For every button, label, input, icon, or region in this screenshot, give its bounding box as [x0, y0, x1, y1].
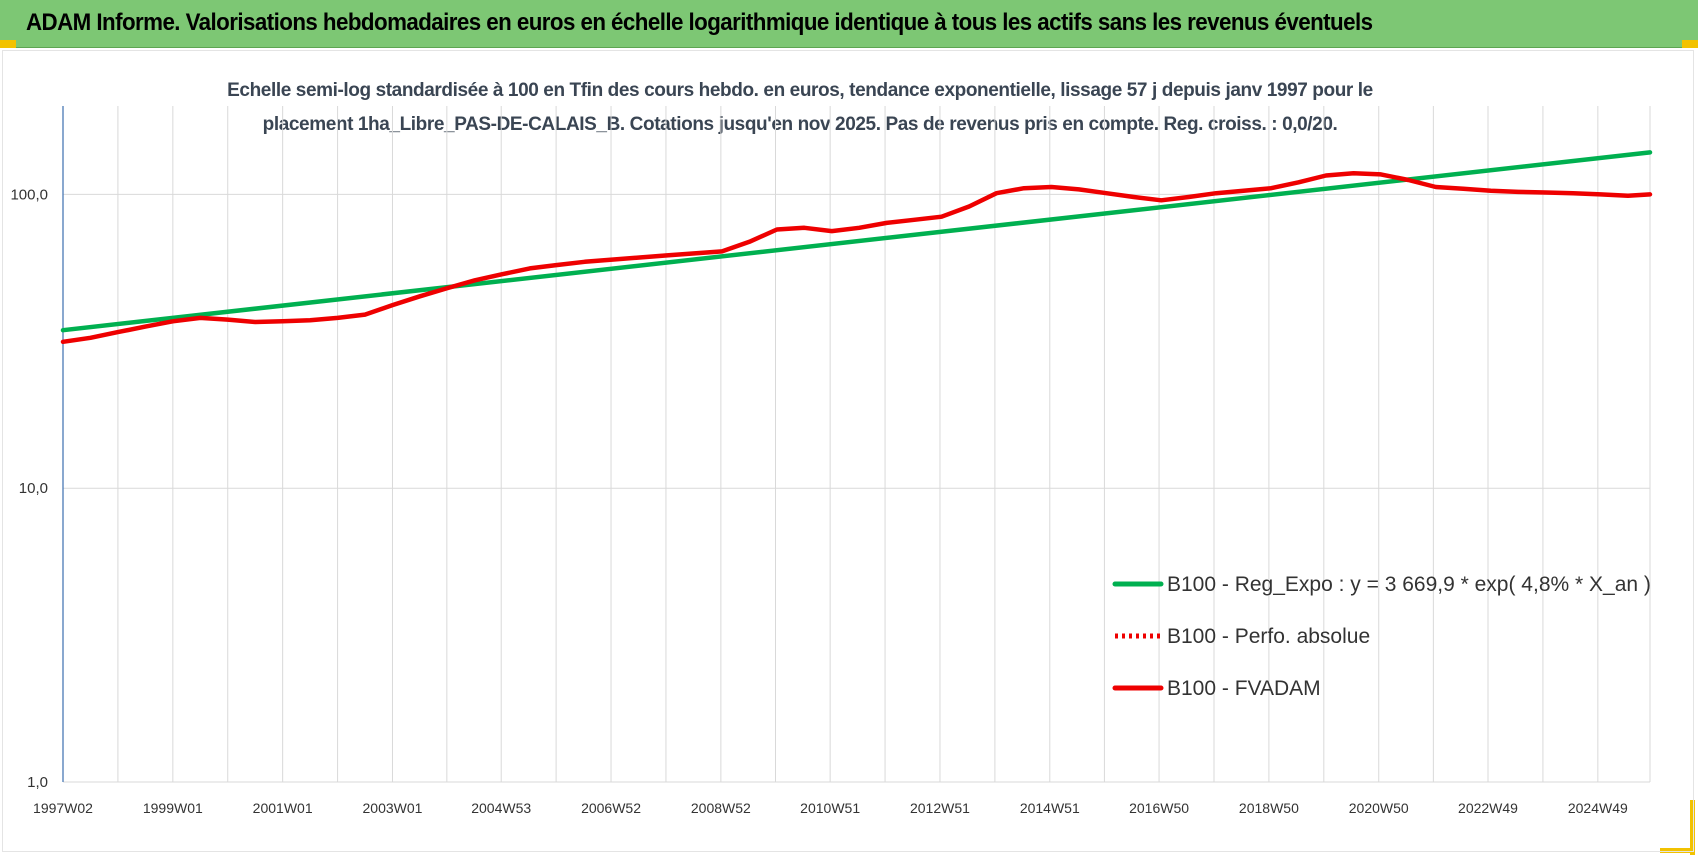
- x-tick-label: 2008W52: [691, 800, 751, 816]
- grid: [63, 106, 1651, 783]
- x-tick-label: 1997W02: [33, 800, 93, 816]
- corner-marker-top-right: [1682, 40, 1698, 48]
- legend-label: B100 - Reg_Expo : y = 3 669,9 * exp( 4,8…: [1167, 573, 1651, 596]
- x-tick-label: 2012W51: [910, 800, 970, 816]
- x-tick-label: 2018W50: [1239, 800, 1299, 816]
- corner-marker-top-left: [0, 40, 16, 48]
- series: [60, 150, 1653, 345]
- legend-label: B100 - Perfo. absolue: [1167, 625, 1370, 648]
- x-tick-label: 2004W53: [471, 800, 531, 816]
- y-tick-label: 10,0: [19, 480, 48, 497]
- series-line-solid-green: [60, 150, 1653, 333]
- corner-marker-bottom-right-horizontal: [1660, 848, 1695, 853]
- x-tick-label: 2016W50: [1129, 800, 1189, 816]
- axes: 1,0 10,0 100,0 1997W02 1999W01 2001W01 2003W01…: [10, 106, 1628, 816]
- page-title: ADAM Informe. Valorisations hebdomadaire…: [26, 9, 1373, 36]
- x-tick-label: 2020W50: [1349, 800, 1409, 816]
- x-tick-label: 2010W51: [800, 800, 860, 816]
- x-tick-label: 1999W01: [143, 800, 203, 816]
- x-tick-label: 2003W01: [363, 800, 423, 816]
- y-tick-label: 100,0: [10, 186, 48, 203]
- chart-frame: [2, 50, 1694, 852]
- chart-title-line-1: Echelle semi-log standardisée à 100 en T…: [227, 80, 1373, 101]
- header-banner: ADAM Informe. Valorisations hebdomadaire…: [0, 0, 1698, 48]
- legend: B100 - Reg_Expo : y = 3 669,9 * exp( 4,8…: [1112, 573, 1651, 700]
- legend-label: B100 - FVADAM: [1167, 677, 1321, 700]
- x-tick-label: 2024W49: [1568, 800, 1628, 816]
- x-tick-label: 2006W52: [581, 800, 641, 816]
- corner-marker-bottom-right-vertical: [1690, 800, 1695, 855]
- y-tick-label: 1,0: [27, 774, 48, 791]
- x-tick-label: 2014W51: [1020, 800, 1080, 816]
- chart-title-line-2: placement 1ha_Libre_PAS-DE-CALAIS_B. Cot…: [262, 114, 1338, 135]
- x-tick-label: 2022W49: [1458, 800, 1518, 816]
- x-tick-label: 2001W01: [253, 800, 313, 816]
- series-line-solid-red: [60, 171, 1653, 345]
- chart-title: Echelle semi-log standardisée à 100 en T…: [150, 74, 1450, 142]
